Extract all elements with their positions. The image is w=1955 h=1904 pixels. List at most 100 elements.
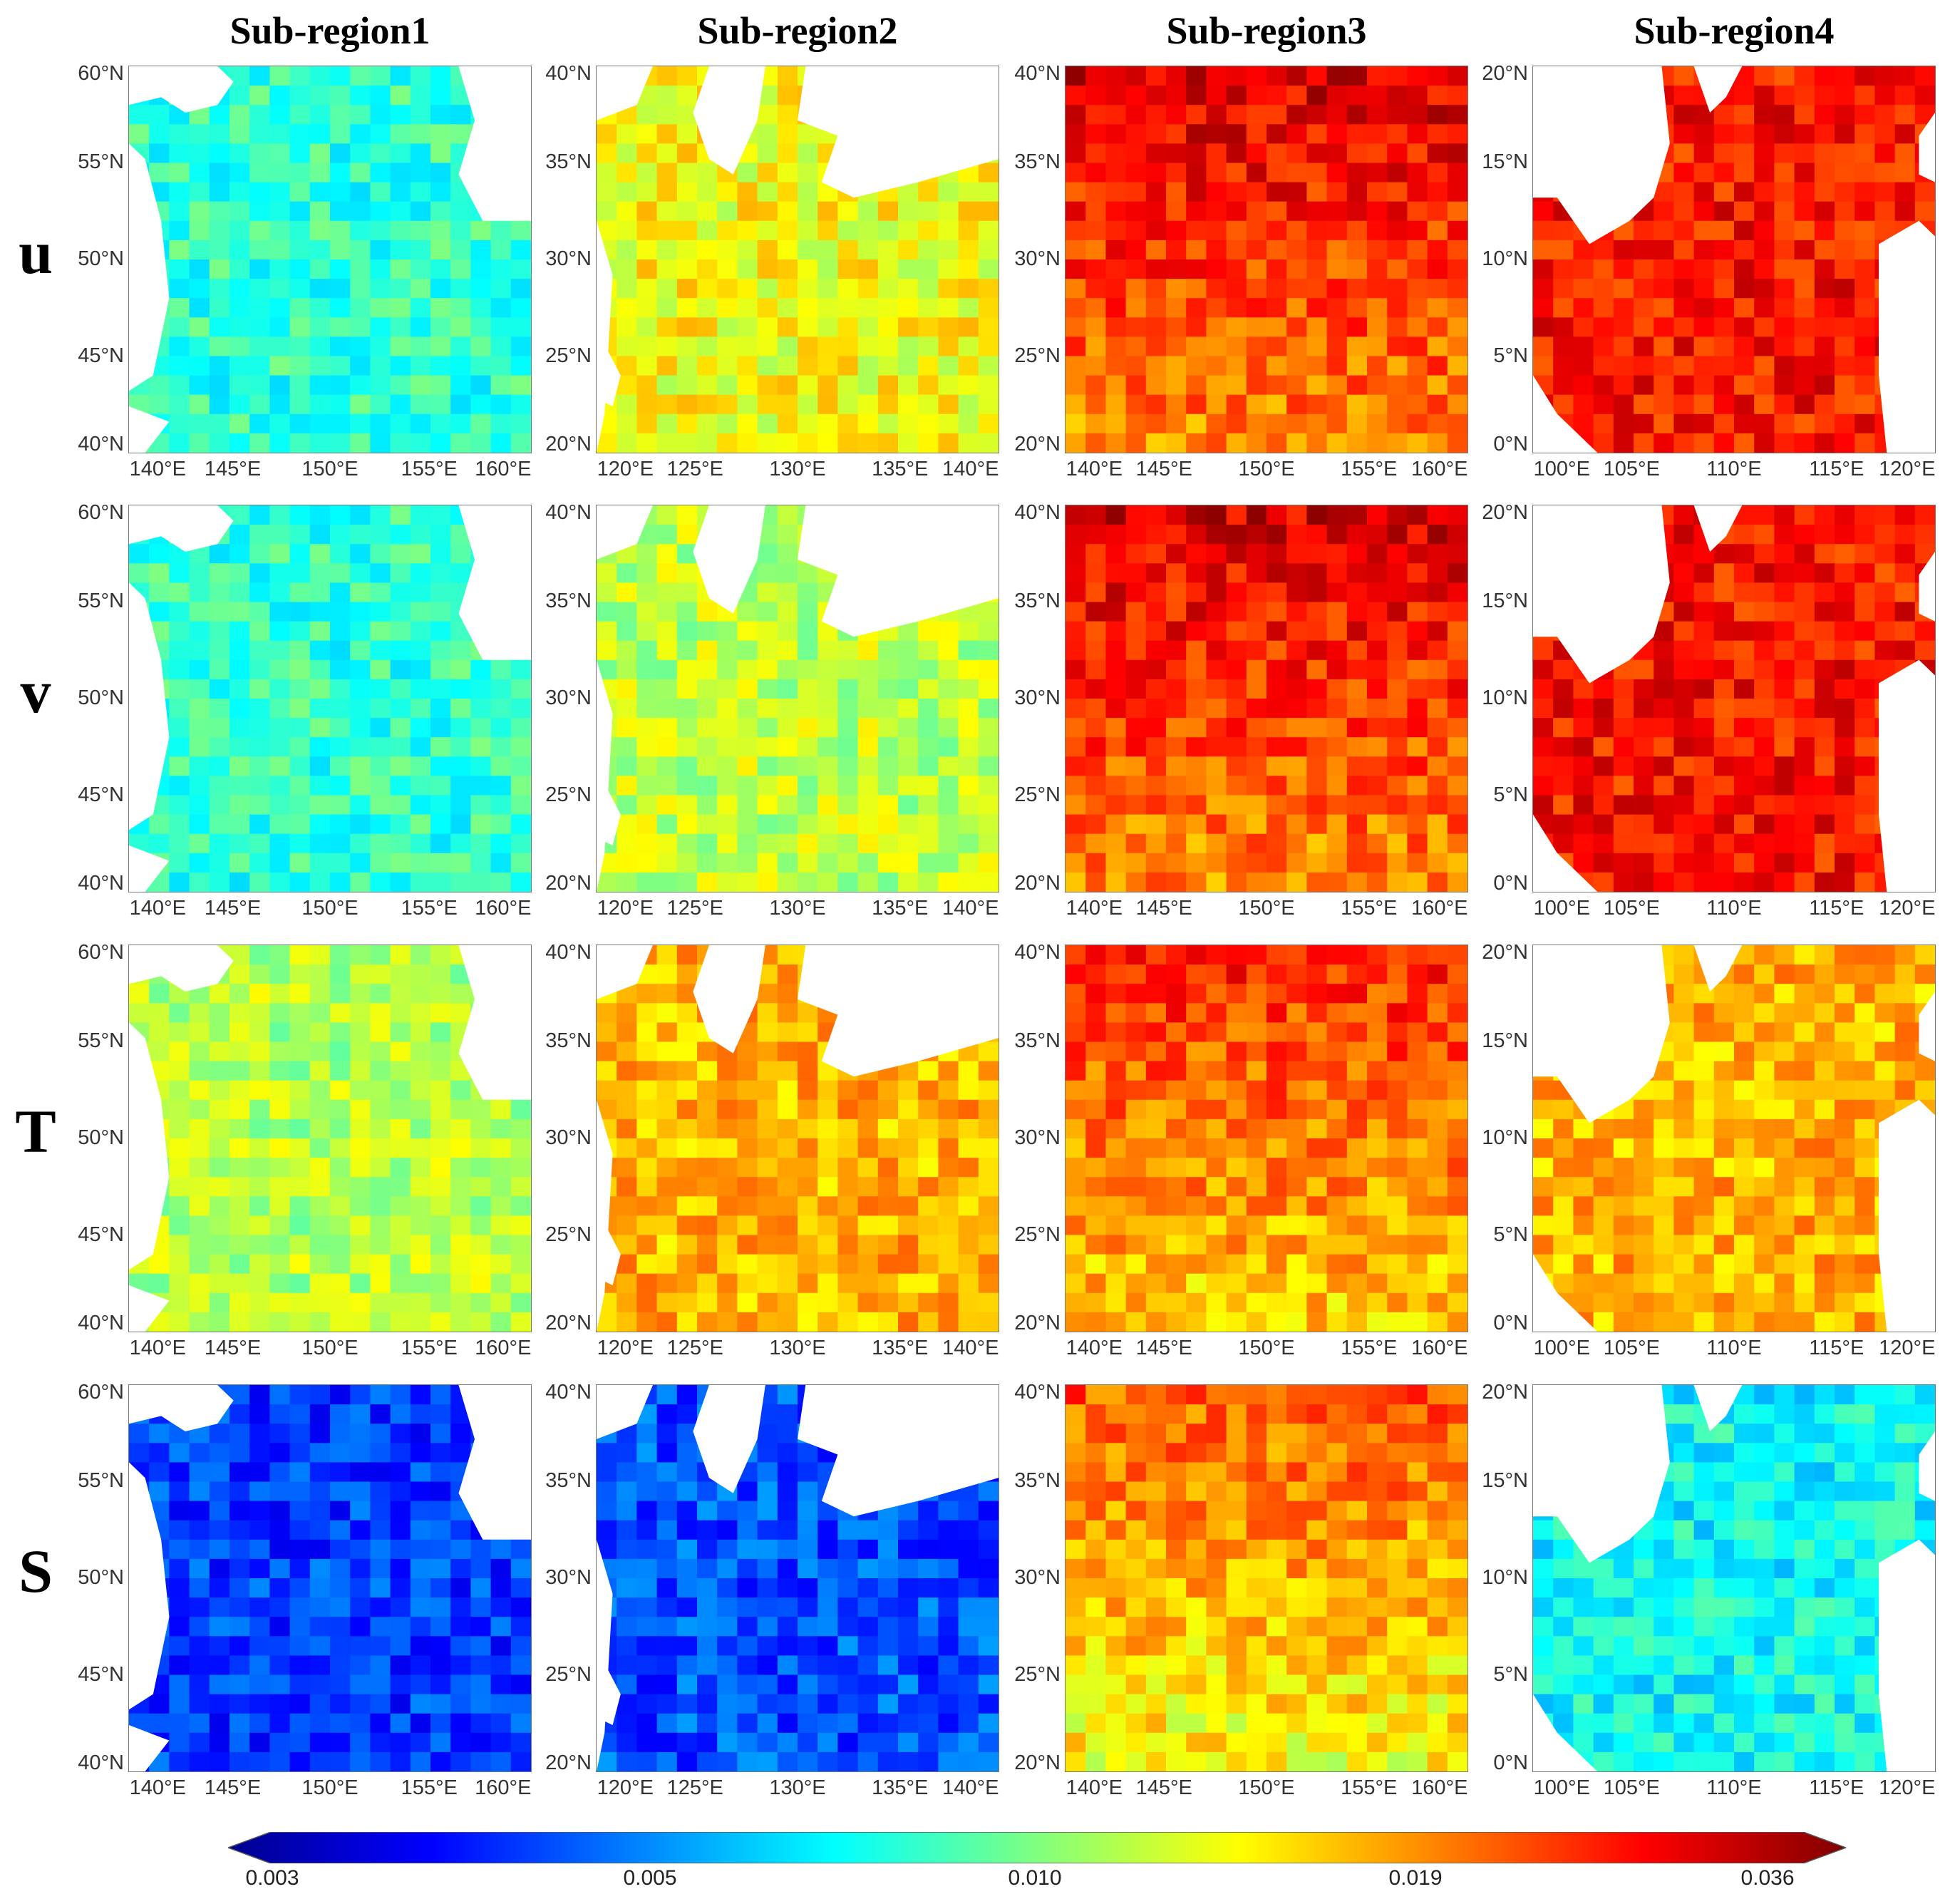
map-cell bbox=[1286, 105, 1308, 125]
map-cell bbox=[938, 413, 959, 434]
map-cell bbox=[430, 1254, 452, 1275]
map-cell bbox=[169, 699, 190, 719]
map-cell bbox=[309, 124, 331, 145]
map-cell bbox=[510, 259, 531, 280]
map-cell bbox=[1734, 1003, 1755, 1024]
map-cell bbox=[209, 279, 231, 299]
map-cell bbox=[1573, 1292, 1594, 1313]
map-cell bbox=[189, 1292, 210, 1313]
map-cell bbox=[1186, 394, 1207, 415]
map-cell bbox=[309, 394, 331, 415]
map-cell bbox=[757, 1235, 778, 1255]
lat-tick-label: 30°N bbox=[545, 686, 592, 709]
map-cell bbox=[1774, 505, 1795, 526]
map-cell bbox=[1246, 86, 1268, 106]
map-cell bbox=[209, 872, 231, 892]
map-cell bbox=[1145, 1273, 1167, 1294]
map-cell bbox=[1267, 640, 1288, 661]
map-cell bbox=[777, 756, 799, 777]
map-cell bbox=[737, 1196, 758, 1217]
map-cell bbox=[470, 1312, 492, 1332]
map-cell bbox=[697, 1254, 718, 1275]
map-cell bbox=[1066, 143, 1087, 164]
map-cell bbox=[1125, 582, 1147, 603]
map-cell bbox=[1814, 582, 1836, 603]
map-cell bbox=[1246, 544, 1268, 565]
map-v-subregion1 bbox=[128, 505, 532, 892]
map-cell bbox=[656, 240, 678, 261]
map-cell bbox=[1407, 1273, 1428, 1294]
map-cell bbox=[450, 336, 472, 357]
map-cell bbox=[1447, 66, 1467, 87]
map-cell bbox=[837, 776, 859, 796]
map-cell bbox=[410, 1080, 432, 1101]
map-cell bbox=[1066, 640, 1087, 661]
map-cell bbox=[1387, 433, 1408, 453]
map-cell bbox=[1673, 737, 1695, 758]
map-cell bbox=[1125, 220, 1147, 241]
map-cell bbox=[189, 394, 210, 415]
map-cell bbox=[1105, 201, 1127, 222]
map-cell bbox=[1246, 182, 1268, 202]
map-cell bbox=[777, 259, 799, 280]
map-cell bbox=[656, 659, 678, 680]
map-cell bbox=[1306, 1080, 1328, 1101]
map-cell bbox=[1206, 394, 1227, 415]
map-cell bbox=[1367, 679, 1388, 700]
map-cell bbox=[1326, 945, 1348, 966]
map-cell bbox=[169, 737, 190, 758]
map-cell bbox=[1894, 964, 1916, 985]
map-cell bbox=[837, 1235, 859, 1255]
map-cell bbox=[1814, 105, 1836, 125]
lon-tick-label: 150°E bbox=[301, 897, 358, 920]
map-cell bbox=[617, 1196, 638, 1217]
map-cell bbox=[309, 582, 331, 603]
map-cell bbox=[1407, 356, 1428, 376]
map-cell bbox=[1226, 1312, 1247, 1332]
map-cell bbox=[1105, 105, 1127, 125]
map-cell bbox=[1145, 795, 1167, 815]
map-cell bbox=[1734, 984, 1755, 1004]
map-cell bbox=[1673, 1138, 1695, 1159]
map-cell bbox=[390, 563, 411, 584]
map-cell bbox=[1246, 795, 1268, 815]
map-cell bbox=[697, 1099, 718, 1120]
map-cell bbox=[1427, 833, 1448, 854]
map-cell bbox=[1407, 1177, 1428, 1198]
map-cell bbox=[1407, 163, 1428, 183]
map-cell bbox=[1206, 1138, 1227, 1159]
map-cell bbox=[169, 1312, 190, 1332]
map-cell bbox=[737, 659, 758, 680]
map-cell bbox=[737, 1235, 758, 1255]
map-cell bbox=[1105, 872, 1127, 892]
map-cell bbox=[510, 756, 531, 777]
map-cell bbox=[1346, 795, 1368, 815]
map-cell bbox=[149, 394, 170, 415]
map-cell bbox=[1447, 1003, 1467, 1024]
map-cell bbox=[1226, 964, 1247, 985]
map-cell bbox=[1914, 505, 1935, 526]
map-cell bbox=[430, 718, 452, 739]
map-cell bbox=[1166, 124, 1187, 145]
map-cell bbox=[1835, 1099, 1856, 1120]
map-cell bbox=[1306, 853, 1328, 873]
map-cell bbox=[1346, 394, 1368, 415]
map-cell bbox=[309, 356, 331, 376]
map-cell bbox=[1226, 124, 1247, 145]
map-cell bbox=[1734, 1292, 1755, 1313]
map-cell bbox=[1713, 1254, 1735, 1275]
land-mask bbox=[798, 945, 999, 1077]
lon-tick-label: 100°E bbox=[1533, 897, 1590, 920]
map-cell bbox=[1226, 413, 1247, 434]
map-cell bbox=[737, 163, 758, 183]
map-cell bbox=[249, 433, 271, 453]
map-cell bbox=[350, 505, 371, 526]
map-cell bbox=[958, 1292, 979, 1313]
map-cell bbox=[1774, 544, 1795, 565]
lon-tick-label: 110°E bbox=[1706, 897, 1762, 920]
map-cell bbox=[1855, 1003, 1876, 1024]
map-cell bbox=[1326, 240, 1348, 261]
map-cell bbox=[798, 640, 819, 661]
map-cell bbox=[229, 182, 251, 202]
map-cell bbox=[1206, 1273, 1227, 1294]
